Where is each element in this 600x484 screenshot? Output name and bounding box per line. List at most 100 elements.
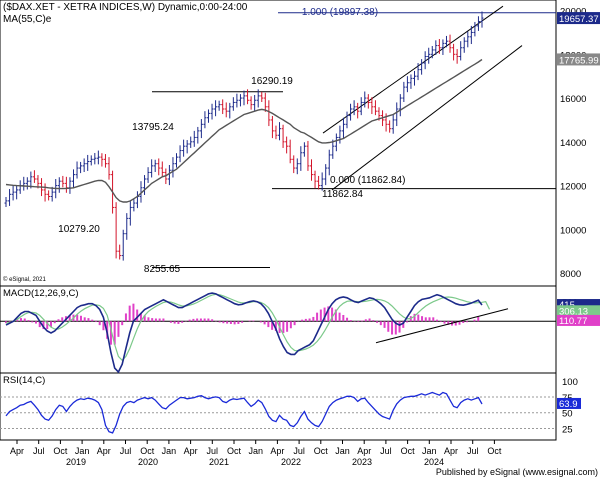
month-label: Jul	[467, 446, 479, 456]
macd-histogram-bar	[129, 306, 131, 322]
macd-value-tag-text: 110.77	[559, 316, 587, 327]
macd-histogram-bar	[320, 310, 322, 322]
macd-histogram-bar	[121, 321, 123, 325]
macd-histogram-bar	[429, 317, 431, 321]
price-tick-label: 14000	[560, 138, 586, 149]
month-label: Oct	[487, 446, 502, 456]
macd-histogram-bar	[350, 320, 352, 321]
macd-histogram-bar	[84, 317, 86, 321]
year-label: 2023	[352, 457, 372, 467]
macd-histogram-bar	[174, 321, 176, 323]
year-label: 2022	[281, 457, 301, 467]
macd-histogram-bar	[241, 321, 243, 323]
rsi-tick-label: 100	[562, 377, 578, 388]
macd-histogram-bar	[474, 320, 476, 322]
rsi-tick-label: 25	[562, 425, 573, 436]
price-annotation: 13795.24	[132, 122, 174, 133]
macd-histogram-bar	[301, 320, 303, 322]
last-price-value: 19657.37	[559, 14, 599, 25]
ma-label: MA(55,C)e	[3, 14, 52, 25]
month-label: Jul	[120, 446, 132, 456]
macd-histogram-bar	[200, 319, 202, 322]
month-label: Jul	[380, 446, 392, 456]
month-label: Apr	[184, 446, 198, 456]
channel-lower-line	[332, 46, 522, 190]
month-label: Jan	[75, 446, 90, 456]
macd-histogram-bar	[136, 310, 138, 322]
macd-histogram-bar	[189, 320, 191, 322]
macd-histogram-bar	[421, 316, 423, 321]
macd-histogram-bar	[252, 320, 254, 321]
macd-histogram-bar	[369, 319, 371, 322]
price-tick-label: 10000	[560, 225, 586, 236]
macd-line	[6, 293, 482, 372]
rsi-panel	[0, 373, 556, 440]
channel-upper-line	[323, 6, 503, 133]
macd-histogram-bar	[339, 313, 341, 322]
macd-histogram-bar	[282, 321, 284, 333]
price-annotation: 11862.84	[322, 189, 363, 200]
macd-histogram-bar	[80, 316, 82, 321]
macd-histogram-bar	[477, 317, 479, 321]
macd-histogram-bar	[24, 319, 26, 322]
macd-histogram-bar	[249, 320, 251, 321]
macd-histogram-bar	[444, 321, 446, 323]
month-label: Apr	[357, 446, 371, 456]
macd-histogram-bar	[305, 319, 307, 321]
macd-histogram-bar	[234, 321, 236, 324]
macd-histogram-bar	[399, 321, 401, 332]
macd-histogram-bar	[162, 319, 164, 322]
month-label: Jan	[335, 446, 350, 456]
macd-histogram-bar	[125, 313, 127, 321]
macd-histogram-bar	[27, 320, 29, 321]
month-label: Oct	[227, 446, 242, 456]
macd-histogram-bar	[432, 317, 434, 321]
macd-histogram-bar	[219, 321, 221, 322]
macd-histogram-bar	[132, 304, 134, 322]
macd-histogram-bar	[462, 321, 464, 323]
macd-histogram-bar	[267, 321, 269, 327]
year-label: 2019	[66, 457, 86, 467]
macd-histogram-bar	[376, 321, 378, 323]
macd-histogram-bar	[31, 321, 33, 322]
macd-histogram-bar	[87, 318, 89, 321]
macd-histogram-bar	[147, 317, 149, 321]
macd-histogram-bar	[264, 321, 266, 324]
macd-histogram-bar	[290, 321, 292, 328]
macd-histogram-bar	[170, 321, 172, 323]
month-label: Apr	[270, 446, 284, 456]
macd-histogram-bar	[230, 321, 232, 324]
month-label: Jan	[422, 446, 437, 456]
macd-histogram-bar	[35, 321, 37, 323]
macd-histogram-bar	[117, 321, 119, 337]
macd-histogram-bar	[177, 321, 179, 324]
macd-histogram-bar	[425, 317, 427, 321]
macd-panel	[0, 286, 556, 373]
footer-credit: Published by eSignal (www.esignal.com)	[436, 467, 598, 477]
month-label: Jan	[248, 446, 263, 456]
macd-histogram-bar	[237, 321, 239, 324]
macd-histogram-bar	[316, 313, 318, 322]
macd-histogram-bar	[361, 320, 363, 321]
macd-histogram-bar	[436, 320, 438, 322]
macd-histogram-bar	[312, 317, 314, 321]
year-label: 2021	[209, 457, 229, 467]
macd-histogram-bar	[196, 319, 198, 322]
macd-histogram-bar	[387, 321, 389, 332]
price-layer: 1.000 (19897.38)0.000 (11862.84)16290.19…	[5, 6, 600, 280]
macd-histogram-bar	[57, 319, 59, 321]
price-panel	[0, 0, 556, 286]
macd-histogram-bar	[91, 320, 93, 322]
month-label: Apr	[97, 446, 111, 456]
rsi-layer: 25507510063.9	[0, 377, 581, 435]
macd-histogram-bar	[207, 319, 209, 322]
macd-histogram-bar	[384, 321, 386, 328]
macd-histogram-bar	[440, 321, 442, 322]
macd-histogram-bar	[95, 321, 97, 322]
macd-histogram-bar	[466, 321, 468, 322]
month-label: Jul	[293, 446, 305, 456]
rsi-tick-label: 50	[562, 409, 573, 420]
